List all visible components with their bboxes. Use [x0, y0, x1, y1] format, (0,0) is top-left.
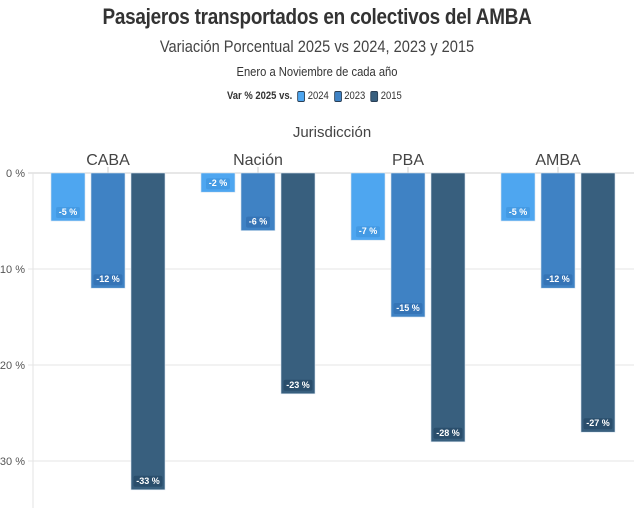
legend-item-2024[interactable]: 2024 [297, 90, 329, 102]
bar-2023-CABA[interactable] [90, 172, 126, 289]
data-label: -5 % [509, 207, 528, 217]
legend-item-2015[interactable]: 2015 [370, 90, 402, 102]
facet-title: CABA [86, 152, 130, 169]
bar-2015-CABA[interactable] [130, 172, 166, 491]
data-label-bg [356, 226, 380, 238]
data-label-bg [283, 379, 313, 391]
bar-2023-PBA[interactable] [390, 172, 426, 318]
data-label: -7 % [359, 226, 378, 236]
bar-2015-AMBA[interactable] [580, 172, 616, 433]
data-labels: -5 % -12 % -33 % -2 % -6 % -23 % -7 % -15 % -28 … [56, 178, 613, 487]
data-label: -12 % [546, 274, 570, 284]
y-tick-label: 0 % [6, 168, 25, 180]
data-label: -27 % [586, 418, 610, 428]
data-label-bg [506, 207, 530, 218]
facet-title: PBA [392, 152, 424, 169]
y-tick-label: -10 % [0, 264, 25, 276]
y-axis: 0 % -10 % -20 % -30 % [0, 168, 34, 508]
data-label: -23 % [286, 380, 310, 390]
data-label-bg [133, 475, 163, 487]
bars [50, 172, 616, 491]
chart-subtitle: Variación Porcentual 2025 vs 2024, 2023 … [159, 37, 475, 56]
data-label-bg [393, 303, 423, 314]
legend-label-2023: 2023 [344, 90, 366, 102]
data-label-bg [93, 274, 123, 286]
legend-swatch-2023 [333, 90, 342, 102]
bar-2015-Nación[interactable] [280, 172, 316, 395]
data-label: -12 % [96, 274, 120, 284]
legend-item-2023[interactable]: 2023 [333, 90, 366, 102]
data-label-bg [543, 274, 573, 286]
legend-label-2015: 2015 [380, 90, 402, 102]
data-label: -33 % [136, 476, 160, 486]
y-tick-label: -20 % [0, 360, 25, 372]
legend-label-2024: 2024 [307, 90, 329, 102]
legend-title: Var % 2025 vs. [226, 90, 293, 102]
data-label-bg [206, 178, 230, 190]
data-label-bg [433, 427, 463, 439]
legend: Var % 2025 vs. 2024 2023 2015 [44, 90, 589, 102]
bar-2023-AMBA[interactable] [540, 172, 576, 289]
y-tick-label: -30 % [0, 456, 25, 468]
data-label: -2 % [209, 178, 228, 188]
data-label: -5 % [59, 207, 78, 217]
data-label: -28 % [436, 428, 460, 438]
data-label: -15 % [396, 303, 420, 313]
data-label-bg [246, 216, 270, 228]
data-label-bg [583, 418, 613, 430]
facet-title: Nación [233, 152, 283, 169]
chart-title: Pasajeros transportados en colectivos de… [102, 4, 532, 29]
data-label: -6 % [249, 217, 268, 227]
bar-2015-PBA[interactable] [430, 172, 466, 443]
facet-titles: CABA Nación PBA AMBA [86, 152, 581, 173]
facet-axis-title: Jurisdicción [293, 124, 371, 141]
legend-swatch-2024 [297, 90, 306, 102]
chart-period: Enero a Noviembre de cada año [236, 64, 398, 79]
data-label-bg [56, 207, 80, 218]
facet-title: AMBA [535, 152, 581, 169]
legend-swatch-2015 [370, 90, 379, 102]
